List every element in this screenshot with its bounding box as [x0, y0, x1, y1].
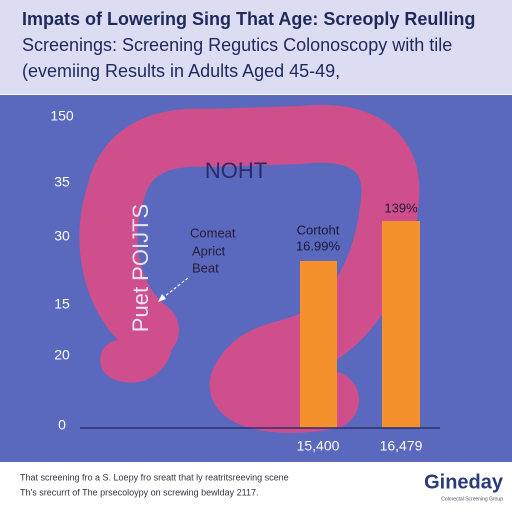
- footer-line: Th's srecurrt of The prsecoloypy on scre…: [20, 487, 259, 497]
- callout-line: Beat: [192, 260, 219, 275]
- axis-label: 15: [54, 296, 70, 312]
- vertical-label: Puet POIJTS: [128, 204, 153, 332]
- axis-label: 0: [58, 417, 66, 433]
- bar: [382, 221, 420, 428]
- illustration-label: NOHT: [205, 158, 267, 183]
- title-line: (evemiing Results in Adults Aged 45-49,: [22, 61, 340, 81]
- bar: [300, 261, 337, 428]
- axis-label: 35: [54, 174, 70, 190]
- bar-label: 16.99%: [296, 238, 341, 253]
- footer-line: That screening fro a S. Loepy fro sreatt…: [20, 472, 289, 482]
- header-panel: [0, 0, 512, 94]
- bar-bottom-label: 15,400: [297, 438, 340, 454]
- callout-arrow: [159, 277, 189, 301]
- colon-illustration: [79, 104, 420, 433]
- title-line: Screenings: Screening Regutics Colonosco…: [22, 35, 452, 55]
- bar-label: 139%: [384, 200, 418, 215]
- logo-subtitle: Colorectal Screening Group: [441, 496, 503, 502]
- axis-label: 150: [50, 108, 74, 124]
- callout-line: Comeat: [190, 225, 236, 240]
- bar-label: Cortoht: [297, 222, 340, 237]
- callout-line: Aprict: [192, 243, 226, 258]
- axis-label: 30: [54, 228, 70, 244]
- title-line: Impats of Lowering Sing That Age: Screop…: [22, 9, 475, 29]
- bar-bottom-label: 16,479: [380, 438, 423, 454]
- callout-arrowhead: [158, 294, 166, 302]
- axis-label: 20: [54, 347, 70, 363]
- logo: Gineday: [424, 471, 504, 493]
